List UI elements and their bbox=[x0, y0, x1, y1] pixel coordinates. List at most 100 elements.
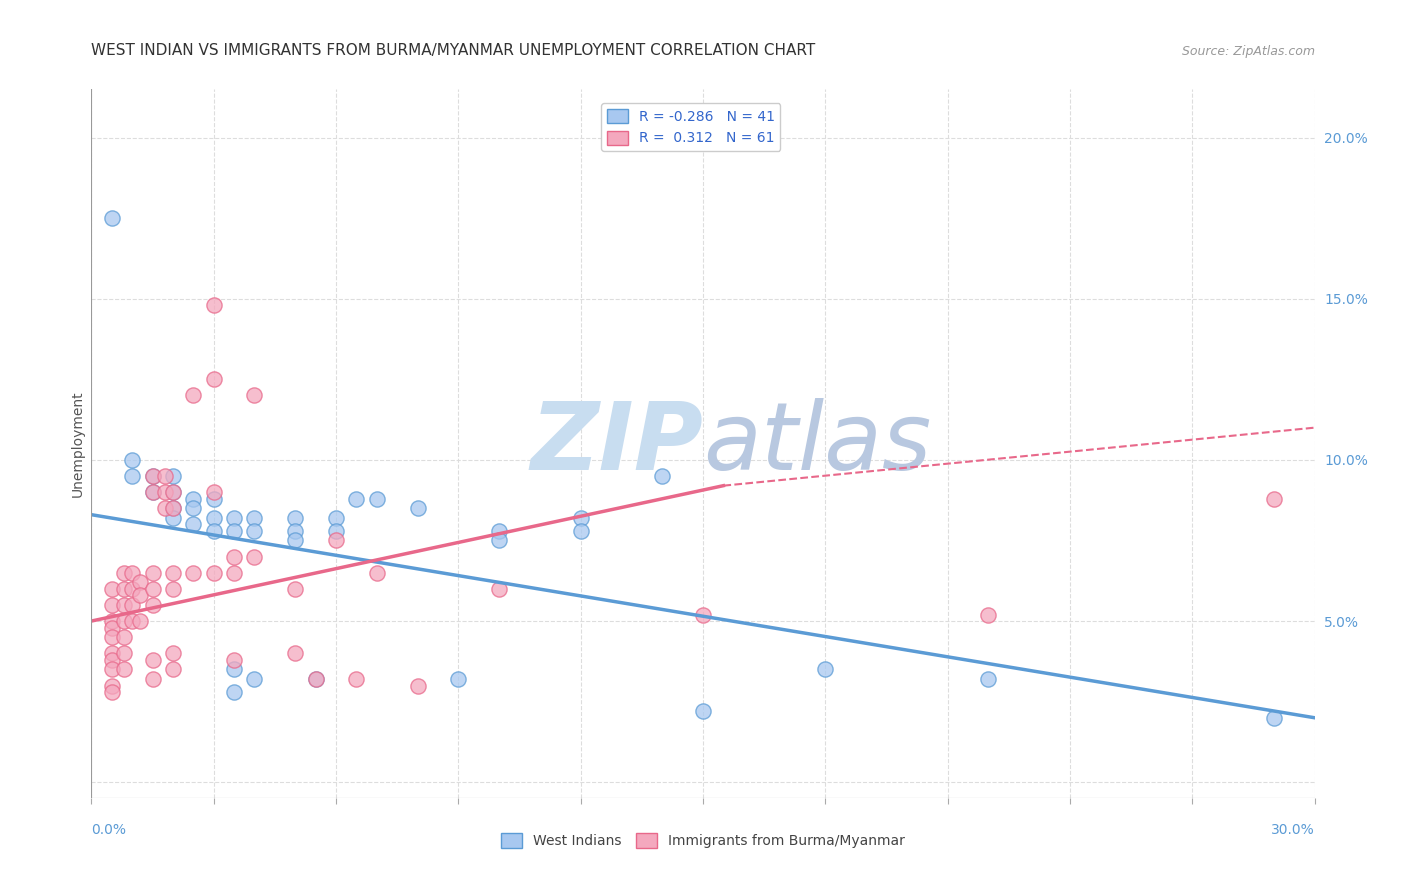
Point bbox=[101, 630, 124, 644]
Point bbox=[141, 566, 163, 580]
Point bbox=[222, 653, 246, 667]
Text: atlas: atlas bbox=[703, 398, 931, 490]
Point bbox=[304, 672, 326, 686]
Point bbox=[569, 511, 592, 525]
Point bbox=[488, 524, 510, 538]
Point bbox=[129, 588, 152, 602]
Legend: R = -0.286   N = 41, R =  0.312   N = 61: R = -0.286 N = 41, R = 0.312 N = 61 bbox=[602, 103, 780, 151]
Point bbox=[162, 501, 184, 516]
Point bbox=[692, 704, 714, 718]
Text: Source: ZipAtlas.com: Source: ZipAtlas.com bbox=[1181, 45, 1315, 58]
Point bbox=[651, 469, 673, 483]
Point bbox=[141, 469, 163, 483]
Point bbox=[243, 511, 266, 525]
Point bbox=[101, 614, 124, 628]
Point bbox=[284, 533, 307, 548]
Point bbox=[121, 582, 143, 596]
Point bbox=[162, 646, 184, 660]
Point bbox=[121, 566, 143, 580]
Point bbox=[346, 672, 368, 686]
Text: 0.0%: 0.0% bbox=[91, 823, 127, 837]
Point bbox=[202, 524, 225, 538]
Point bbox=[162, 582, 184, 596]
Point bbox=[814, 662, 837, 676]
Point bbox=[112, 582, 135, 596]
Point bbox=[325, 533, 347, 548]
Point bbox=[243, 549, 266, 564]
Point bbox=[121, 469, 143, 483]
Point bbox=[406, 679, 429, 693]
Point bbox=[162, 485, 184, 500]
Point bbox=[162, 662, 184, 676]
Point bbox=[284, 646, 307, 660]
Point bbox=[129, 575, 152, 590]
Point bbox=[183, 501, 205, 516]
Point bbox=[183, 566, 205, 580]
Point bbox=[153, 485, 176, 500]
Point bbox=[692, 607, 714, 622]
Point bbox=[112, 614, 135, 628]
Point bbox=[202, 372, 225, 386]
Point bbox=[325, 511, 347, 525]
Point bbox=[406, 501, 429, 516]
Point bbox=[202, 566, 225, 580]
Point bbox=[141, 485, 163, 500]
Point bbox=[977, 672, 1000, 686]
Point bbox=[112, 566, 135, 580]
Point bbox=[112, 646, 135, 660]
Point bbox=[121, 598, 143, 612]
Point bbox=[162, 511, 184, 525]
Point bbox=[101, 679, 124, 693]
Point bbox=[121, 614, 143, 628]
Point bbox=[183, 517, 205, 532]
Point bbox=[121, 453, 143, 467]
Point bbox=[162, 501, 184, 516]
Point bbox=[141, 582, 163, 596]
Point bbox=[141, 469, 163, 483]
Point bbox=[222, 549, 246, 564]
Point bbox=[488, 533, 510, 548]
Point bbox=[101, 653, 124, 667]
Point bbox=[284, 582, 307, 596]
Point bbox=[129, 614, 152, 628]
Point bbox=[1263, 491, 1285, 506]
Point bbox=[366, 566, 388, 580]
Point bbox=[141, 598, 163, 612]
Point bbox=[101, 662, 124, 676]
Point bbox=[112, 630, 135, 644]
Point bbox=[346, 491, 368, 506]
Point bbox=[183, 388, 205, 402]
Point bbox=[101, 598, 124, 612]
Point bbox=[202, 485, 225, 500]
Point bbox=[112, 662, 135, 676]
Point bbox=[101, 582, 124, 596]
Point bbox=[202, 511, 225, 525]
Point bbox=[101, 685, 124, 699]
Point bbox=[222, 511, 246, 525]
Point bbox=[162, 485, 184, 500]
Point bbox=[141, 672, 163, 686]
Point bbox=[101, 646, 124, 660]
Point bbox=[222, 566, 246, 580]
Point bbox=[162, 566, 184, 580]
Point bbox=[977, 607, 1000, 622]
Text: ZIP: ZIP bbox=[530, 398, 703, 490]
Point bbox=[202, 298, 225, 312]
Point bbox=[222, 662, 246, 676]
Point bbox=[284, 524, 307, 538]
Point bbox=[101, 211, 124, 226]
Point bbox=[1263, 711, 1285, 725]
Point bbox=[141, 653, 163, 667]
Point bbox=[243, 388, 266, 402]
Point bbox=[101, 620, 124, 634]
Point bbox=[366, 491, 388, 506]
Point bbox=[243, 524, 266, 538]
Text: 30.0%: 30.0% bbox=[1271, 823, 1315, 837]
Legend: West Indians, Immigrants from Burma/Myanmar: West Indians, Immigrants from Burma/Myan… bbox=[496, 828, 910, 854]
Point bbox=[447, 672, 470, 686]
Point bbox=[222, 685, 246, 699]
Point bbox=[153, 501, 176, 516]
Point bbox=[112, 598, 135, 612]
Point bbox=[222, 524, 246, 538]
Point bbox=[202, 491, 225, 506]
